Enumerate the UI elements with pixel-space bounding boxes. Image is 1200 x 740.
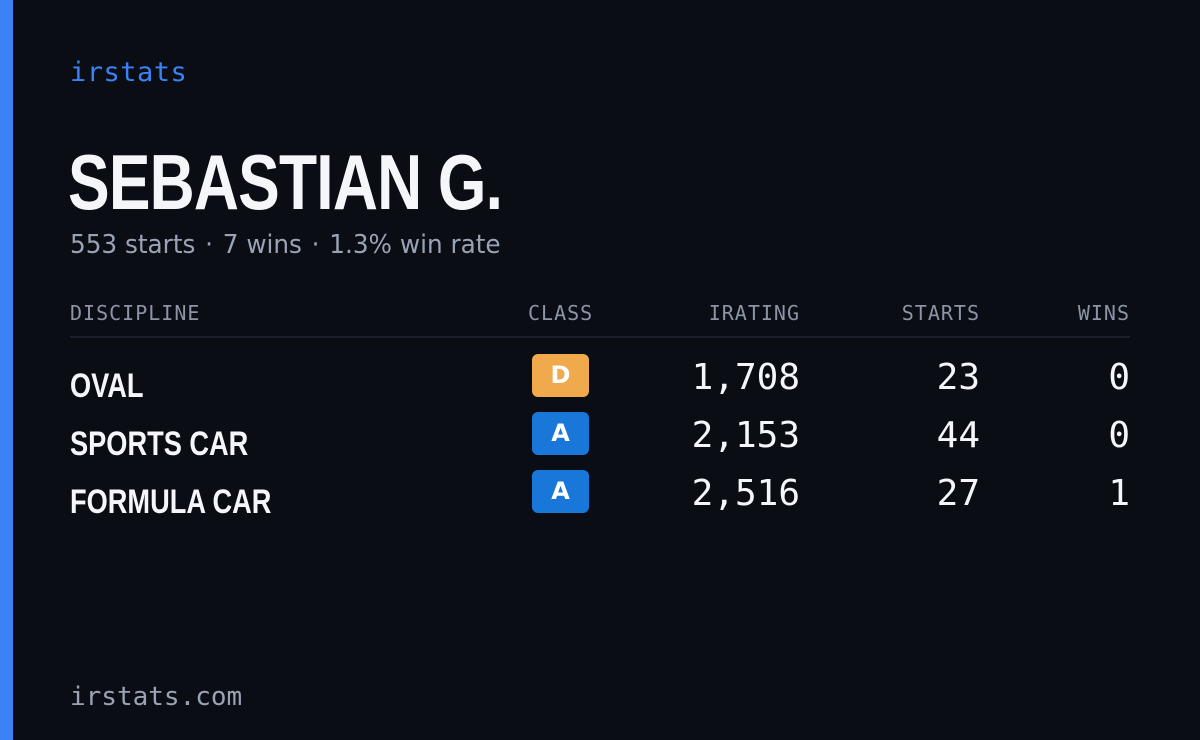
header-irating: IRATING [708,301,800,325]
summary-separator: · [311,230,320,260]
wins-value: 1 [1108,473,1130,514]
wins-value: 0 [1108,357,1130,398]
summary-wins: 7 wins [222,230,302,260]
summary-starts: 553 starts [70,230,196,260]
irating-value: 2,153 [691,415,800,456]
summary-separator: · [205,230,214,260]
brand-logo: irstats [70,57,188,88]
class-badge: A [532,412,589,455]
summary-win-rate: 1.3% win rate [329,230,501,260]
header-wins: WINS [1077,301,1130,325]
table-row: FORMULA CAR A 2,516 27 1 [70,470,1130,528]
driver-name: SEBASTIAN G. [68,138,503,226]
starts-value: 44 [936,415,980,456]
irating-value: 2,516 [691,473,800,514]
class-badge: D [532,354,589,397]
table-header: DISCIPLINE CLASS IRATING STARTS WINS [70,298,1130,338]
stats-table: DISCIPLINE CLASS IRATING STARTS WINS OVA… [70,298,1130,528]
accent-bar [0,0,13,740]
table-body: OVAL D 1,708 23 0 SPORTS CAR A 2,153 44 … [70,354,1130,528]
class-badge: A [532,470,589,513]
discipline-name: FORMULA CAR [70,483,272,521]
table-row: SPORTS CAR A 2,153 44 0 [70,412,1130,470]
table-row: OVAL D 1,708 23 0 [70,354,1130,412]
discipline-name: SPORTS CAR [70,425,249,463]
header-starts: STARTS [901,301,980,325]
starts-value: 27 [936,473,980,514]
starts-value: 23 [936,357,980,398]
discipline-name: OVAL [70,367,144,405]
wins-value: 0 [1108,415,1130,456]
header-class: CLASS [528,301,594,325]
footer-url[interactable]: irstats.com [70,682,243,712]
header-discipline: DISCIPLINE [70,301,201,325]
driver-summary: 553 starts · 7 wins · 1.3% win rate [70,228,501,262]
irating-value: 1,708 [691,357,800,398]
